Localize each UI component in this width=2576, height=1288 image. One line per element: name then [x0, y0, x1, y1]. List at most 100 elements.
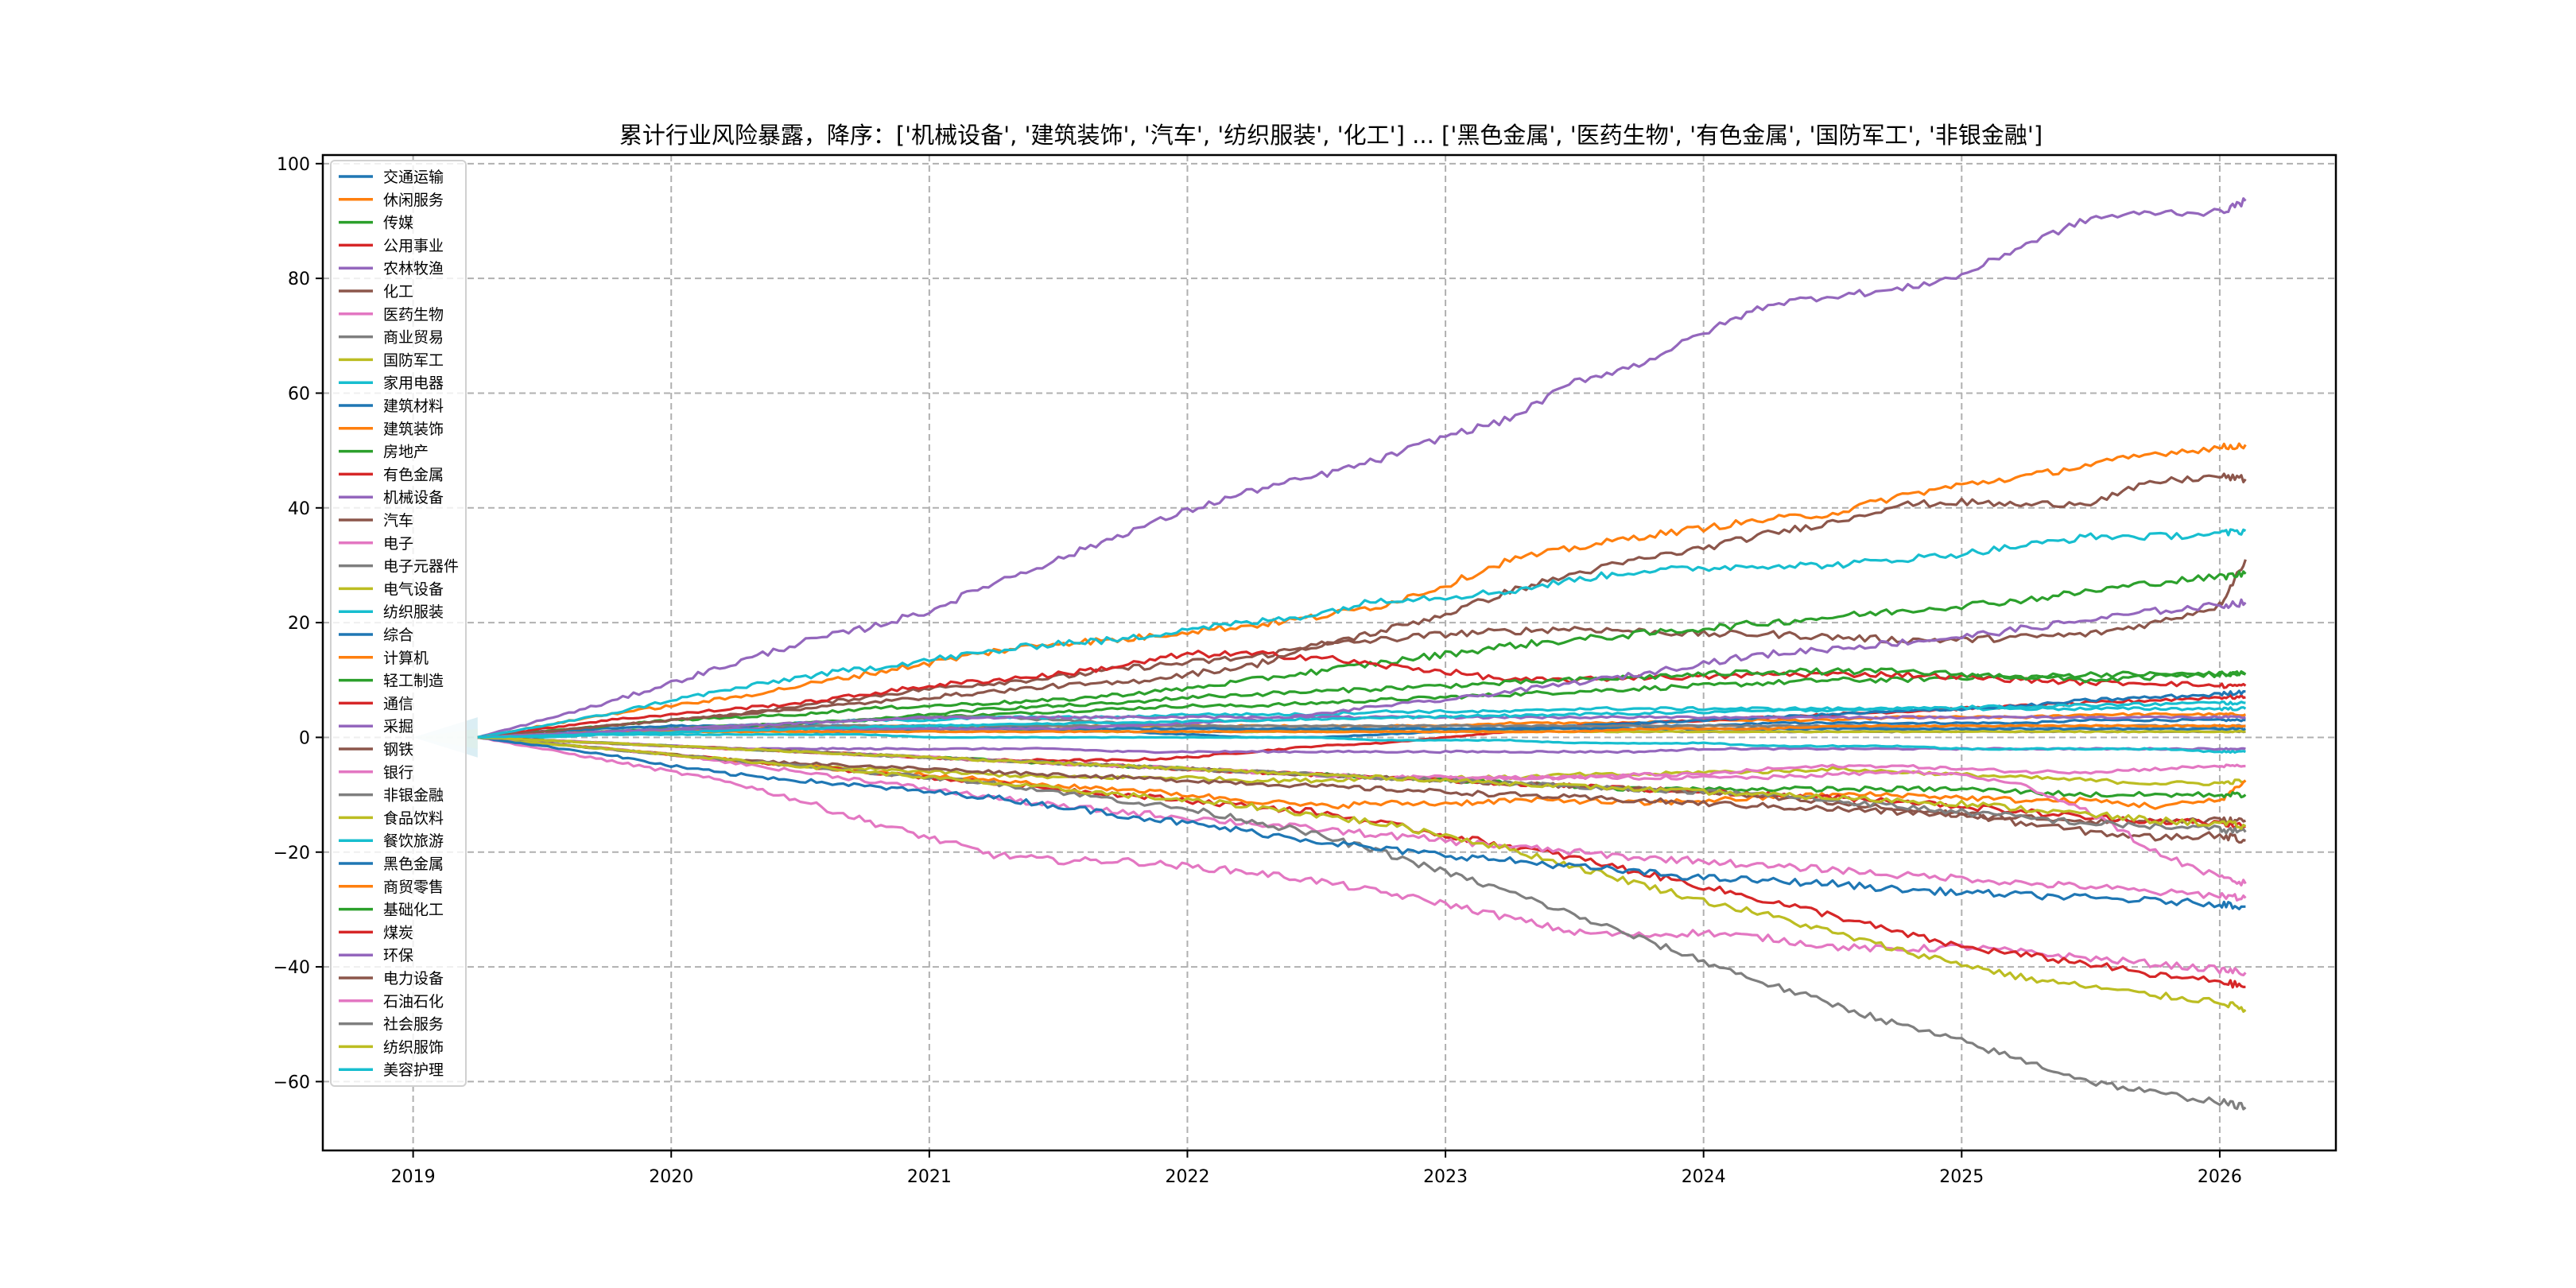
series-line-28: [477, 735, 2247, 1111]
y-tick-label: 100: [277, 155, 310, 175]
legend-item: 采掘: [339, 718, 413, 735]
chart-title: 累计行业风险暴露，降序：['机械设备', '建筑装饰', '汽车', '纺织服装…: [619, 122, 2043, 149]
legend-item: 电气设备: [339, 580, 444, 598]
plot-frame: [321, 153, 2337, 1152]
legend-label: 社会服务: [383, 1016, 444, 1034]
legend-item: 商业贸易: [339, 329, 444, 347]
legend-label: 电气设备: [383, 580, 444, 598]
legend-label: 医药生物: [383, 306, 444, 324]
legend-box: [330, 160, 467, 1087]
legend-label: 轻工制造: [383, 673, 444, 690]
legend-item: 有色金属: [339, 466, 444, 483]
legend-label: 钢铁: [383, 741, 413, 758]
legend-label: 食品饮料: [383, 809, 444, 827]
series-line-27: [477, 736, 2247, 902]
legend-item: 餐饮旅游: [339, 832, 444, 850]
y-tick-label: 40: [288, 499, 310, 519]
y-tick-label: 0: [299, 728, 310, 748]
legend-item: 休闲服务: [339, 192, 444, 209]
legend-label: 电子: [383, 535, 413, 553]
series-line-39: [477, 735, 2247, 830]
legend-item: 建筑装饰: [339, 421, 444, 438]
legend-label: 公用事业: [383, 237, 444, 254]
series-line-12: [477, 442, 2247, 739]
series-line-31: [477, 736, 2246, 911]
series-line-15: [477, 197, 2247, 739]
legend-item: 综合: [339, 627, 413, 644]
legend-item: 公用事业: [339, 237, 444, 254]
series-line-14: [477, 650, 2247, 739]
y-tick-label: 60: [288, 384, 310, 404]
legend-item: 银行: [339, 764, 413, 782]
series-line-40: [477, 700, 2246, 739]
legend-label: 计算机: [383, 650, 429, 667]
legend-item: 房地产: [339, 444, 429, 461]
series-line-7: [477, 736, 2247, 977]
legend-item: 建筑材料: [339, 398, 444, 415]
legend-item: 纺织服饰: [339, 1038, 444, 1056]
x-axis: 2019 2020 2021 2022 2023 2024 2025 2026: [391, 1150, 2242, 1187]
legend-item: 计算机: [339, 650, 429, 667]
legend-label: 房地产: [383, 444, 429, 461]
legend-item: 农林牧渔: [339, 260, 444, 277]
legend-item: 纺织服装: [339, 603, 444, 621]
x-tick-label: 2023: [1423, 1167, 1468, 1187]
x-tick-label: 2019: [391, 1167, 436, 1187]
legend-label: 建筑装饰: [383, 421, 444, 438]
legend-item: 国防军工: [339, 351, 444, 369]
legend-label: 银行: [383, 764, 413, 782]
legend-item: 汽车: [339, 512, 413, 530]
series-line-6: [477, 559, 2247, 739]
legend-item: 电力设备: [339, 970, 444, 987]
legend-label: 传媒: [383, 215, 413, 232]
legend-label: 纺织服装: [383, 603, 444, 621]
legend-item: 煤炭: [339, 924, 413, 941]
legend-label: 休闲服务: [383, 192, 444, 209]
x-tick-label: 2020: [649, 1167, 693, 1187]
series-line-20: [477, 528, 2247, 739]
legend-label: 基础化工: [383, 902, 444, 919]
legend-item: 轻工制造: [339, 673, 444, 690]
legend-label: 餐饮旅游: [383, 832, 444, 850]
legend-label: 家用电器: [383, 374, 444, 392]
x-tick-label: 2026: [2198, 1167, 2242, 1187]
series-line-30: [477, 732, 2246, 755]
legend: 交通运输休闲服务传媒公用事业农林牧渔化工医药生物商业贸易国防军工家用电器建筑材料…: [330, 160, 467, 1087]
legend-label: 商业贸易: [383, 329, 444, 347]
legend-label: 机械设备: [383, 489, 444, 506]
legend-label: 商贸零售: [383, 879, 444, 896]
legend-label: 交通运输: [383, 169, 444, 186]
y-axis: 100 80 60 40 20 0 −20 −40 −60: [274, 155, 323, 1092]
legend-label: 化工: [383, 283, 413, 301]
legend-item: 电子: [339, 535, 413, 553]
legend-label: 黑色金属: [383, 855, 444, 873]
legend-item: 家用电器: [339, 374, 444, 392]
legend-item: 传媒: [339, 215, 413, 232]
legend-label: 石油石化: [383, 993, 444, 1011]
legend-label: 美容护理: [383, 1061, 444, 1079]
grid: [323, 155, 2336, 1150]
legend-label: 农林牧渔: [383, 260, 444, 277]
legend-label: 纺织服饰: [383, 1038, 444, 1056]
legend-item: 美容护理: [339, 1061, 444, 1079]
legend-item: 商贸零售: [339, 879, 444, 896]
legend-item: 钢铁: [339, 741, 413, 758]
y-tick-label: −60: [274, 1073, 310, 1092]
legend-item: 通信: [339, 695, 413, 712]
x-tick-label: 2025: [1939, 1167, 1984, 1187]
legend-item: 化工: [339, 283, 413, 301]
legend-label: 国防军工: [383, 351, 444, 369]
legend-item: 基础化工: [339, 902, 444, 919]
x-tick-label: 2024: [1682, 1167, 1726, 1187]
legend-item: 社会服务: [339, 1016, 444, 1034]
y-tick-label: 20: [288, 614, 310, 634]
series-line-16: [477, 472, 2247, 739]
legend-label: 采掘: [383, 718, 413, 735]
legend-label: 建筑材料: [383, 398, 444, 415]
legend-label: 汽车: [383, 512, 413, 530]
y-tick-label: 80: [288, 270, 310, 289]
legend-item: 黑色金属: [339, 855, 444, 873]
legend-label: 电力设备: [383, 970, 444, 987]
legend-label: 综合: [383, 627, 413, 644]
